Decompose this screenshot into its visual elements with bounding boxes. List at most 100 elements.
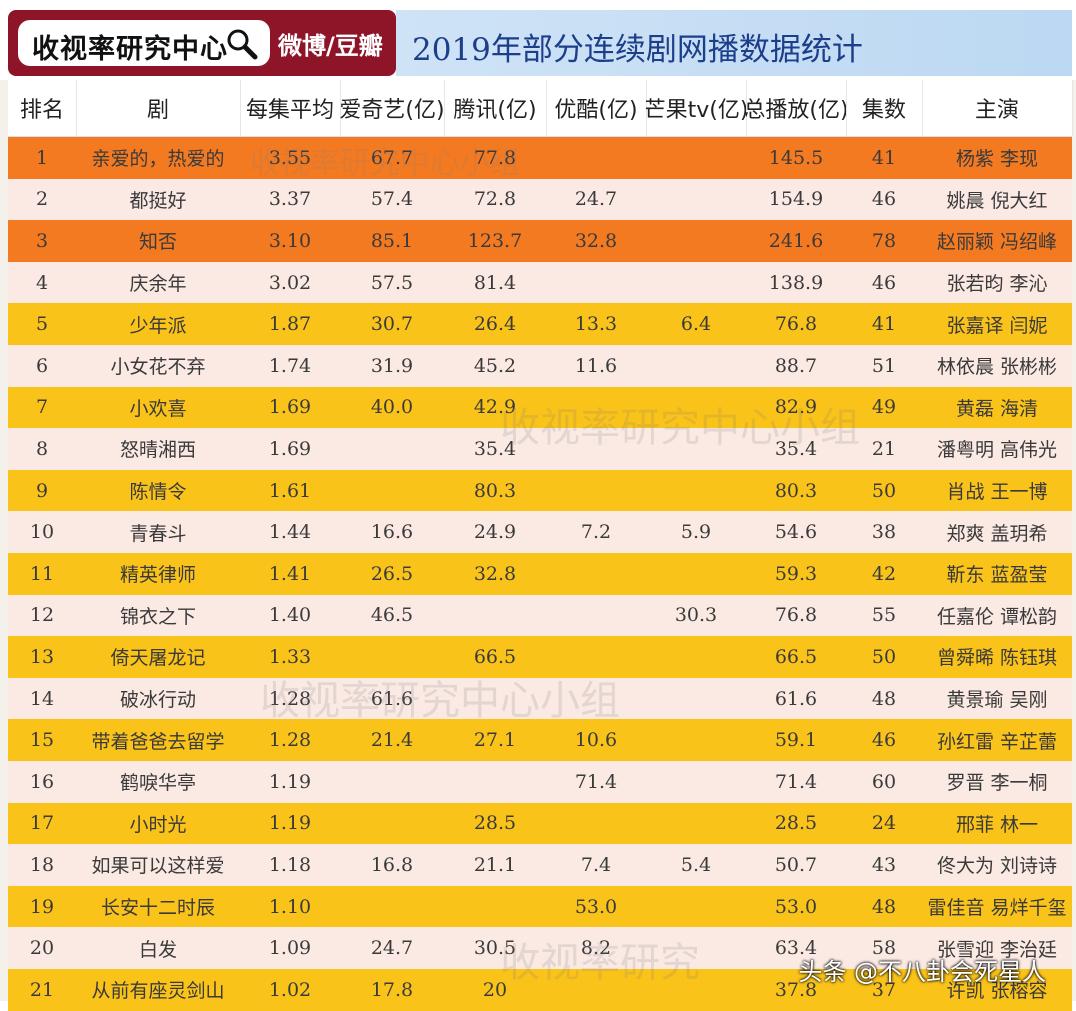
cell-episodes: 37 xyxy=(871,978,897,1001)
table-row: 13 倚天屠龙记 1.33 66.5 66.5 50 曾舜晞 陈钰琪 xyxy=(8,636,1072,678)
cell-rank: 10 xyxy=(29,521,55,544)
cell-avg: 1.18 xyxy=(268,853,312,876)
cell-iqiyi: 85.1 xyxy=(370,229,414,252)
cell-total: 28.5 xyxy=(774,812,818,835)
cell-youku xyxy=(546,595,646,637)
cell-cast: 罗晋 李一桐 xyxy=(946,772,1048,795)
cell-total: 59.3 xyxy=(774,562,818,585)
column-header-rank: 排名 xyxy=(8,80,77,136)
cell-tencent: 72.8 xyxy=(473,188,517,211)
cell-cast: 邢菲 林一 xyxy=(955,813,1039,836)
cell-drama: 精英律师 xyxy=(119,564,196,587)
cell-avg: 1.44 xyxy=(268,521,312,544)
cell-rank: 1 xyxy=(35,146,49,169)
table-row: 4 庆余年 3.02 57.5 81.4 138.9 46 张若昀 李沁 xyxy=(8,261,1072,304)
cell-avg: 1.28 xyxy=(268,729,312,752)
cell-iqiyi: 57.4 xyxy=(370,188,414,211)
cell-total: 82.9 xyxy=(774,396,818,419)
cell-mango xyxy=(646,137,746,179)
cell-youku: 71.4 xyxy=(574,770,618,793)
cell-episodes: 24 xyxy=(871,812,897,835)
cell-episodes: 48 xyxy=(871,895,897,918)
cell-episodes: 50 xyxy=(871,479,897,502)
cell-cast: 潘粤明 高伟光 xyxy=(936,439,1058,462)
cell-mango xyxy=(646,387,746,429)
cell-youku: 13.3 xyxy=(574,313,618,336)
cell-mango xyxy=(646,428,746,470)
table-row: 19 长安十二时辰 1.10 53.0 53.0 48 雷佳音 易烊千玺 xyxy=(8,885,1072,928)
table-row: 14 破冰行动 1.28 61.6 61.6 48 黄景瑜 吴刚 xyxy=(8,677,1072,720)
cell-youku xyxy=(546,636,646,678)
cell-drama: 怒晴湘西 xyxy=(119,439,196,462)
cell-tencent: 123.7 xyxy=(467,229,523,252)
cell-iqiyi: 21.4 xyxy=(370,729,414,752)
cell-tencent: 32.8 xyxy=(473,562,517,585)
cell-mango xyxy=(646,345,746,387)
cell-episodes: 41 xyxy=(871,146,897,169)
cell-rank: 6 xyxy=(35,354,49,377)
cell-iqiyi xyxy=(340,803,444,845)
cell-drama: 长安十二时辰 xyxy=(100,897,215,920)
search-icon[interactable] xyxy=(224,26,260,62)
brand-platforms: 微博/豆瓣 xyxy=(278,32,383,60)
cell-avg: 3.02 xyxy=(268,271,312,294)
cell-youku xyxy=(546,137,646,179)
cell-iqiyi: 17.8 xyxy=(370,978,414,1001)
cell-total: 59.1 xyxy=(774,729,818,752)
cell-youku xyxy=(546,803,646,845)
cell-mango: 5.9 xyxy=(680,521,712,544)
title-bar: 2019年部分连续剧网播数据统计 xyxy=(396,10,1072,76)
cell-tencent: 42.9 xyxy=(473,396,517,419)
cell-mango: 6.4 xyxy=(680,313,712,336)
cell-total: 154.9 xyxy=(768,188,824,211)
cell-mango: 5.4 xyxy=(680,853,712,876)
cell-drama: 带着爸爸去留学 xyxy=(91,730,225,753)
table-row: 16 鹤唳华亭 1.19 71.4 71.4 60 罗晋 李一桐 xyxy=(8,761,1072,803)
cell-total: 50.7 xyxy=(774,853,818,876)
table-row: 9 陈情令 1.61 80.3 80.3 50 肖战 王一博 xyxy=(8,469,1072,512)
cell-episodes: 78 xyxy=(871,229,897,252)
cell-avg: 1.69 xyxy=(268,437,312,460)
cell-rank: 19 xyxy=(29,895,55,918)
cell-episodes: 46 xyxy=(871,729,897,752)
cell-total: 241.6 xyxy=(768,229,824,252)
brand-banner: 收视率研究中心 微博/豆瓣 xyxy=(8,10,396,76)
cell-mango xyxy=(646,220,746,262)
cell-episodes: 58 xyxy=(871,937,897,960)
cell-youku: 24.7 xyxy=(574,188,618,211)
cell-tencent: 35.4 xyxy=(473,437,517,460)
cell-cast: 许凯 张榕容 xyxy=(946,980,1048,1003)
cell-total: 63.4 xyxy=(774,937,818,960)
cell-tencent: 24.9 xyxy=(473,521,517,544)
cell-tencent: 66.5 xyxy=(473,645,517,668)
cell-drama: 小女花不弃 xyxy=(110,356,206,379)
cell-drama: 青春斗 xyxy=(129,522,187,545)
cell-cast: 孙红雷 辛芷蕾 xyxy=(936,730,1058,753)
data-table: 排名 剧 每集平均 爱奇艺(亿) 腾讯(亿) 优酷(亿) 芒果tv(亿) 总播放… xyxy=(8,80,1073,1011)
cell-episodes: 21 xyxy=(871,437,897,460)
cell-total: 76.8 xyxy=(774,313,818,336)
cell-cast: 张若昀 李沁 xyxy=(946,273,1048,296)
cell-youku xyxy=(546,470,646,512)
column-header-total: 总播放(亿) xyxy=(746,80,847,136)
cell-youku xyxy=(546,262,646,304)
cell-drama: 从前有座灵剑山 xyxy=(91,980,225,1003)
table-header: 排名 剧 每集平均 爱奇艺(亿) 腾讯(亿) 优酷(亿) 芒果tv(亿) 总播放… xyxy=(8,80,1073,137)
cell-mango xyxy=(646,803,746,845)
cell-drama: 鹤唳华亭 xyxy=(119,772,196,795)
cell-avg: 1.87 xyxy=(268,313,312,336)
cell-youku: 8.2 xyxy=(580,937,612,960)
cell-iqiyi: 16.6 xyxy=(370,521,414,544)
cell-youku: 10.6 xyxy=(574,729,618,752)
cell-iqiyi: 67.7 xyxy=(370,146,414,169)
cell-rank: 8 xyxy=(35,437,49,460)
cell-tencent: 30.5 xyxy=(473,937,517,960)
table-row: 10 青春斗 1.44 16.6 24.9 7.2 5.9 54.6 38 郑爽 盖玥希 xyxy=(8,511,1072,553)
cell-episodes: 43 xyxy=(871,853,897,876)
cell-avg: 1.28 xyxy=(268,687,312,710)
cell-rank: 11 xyxy=(29,562,55,585)
cell-drama: 如果可以这样爱 xyxy=(91,855,225,878)
cell-iqiyi: 24.7 xyxy=(370,937,414,960)
cell-drama: 陈情令 xyxy=(129,481,187,504)
brand-search-box[interactable]: 收视率研究中心 xyxy=(18,20,270,66)
